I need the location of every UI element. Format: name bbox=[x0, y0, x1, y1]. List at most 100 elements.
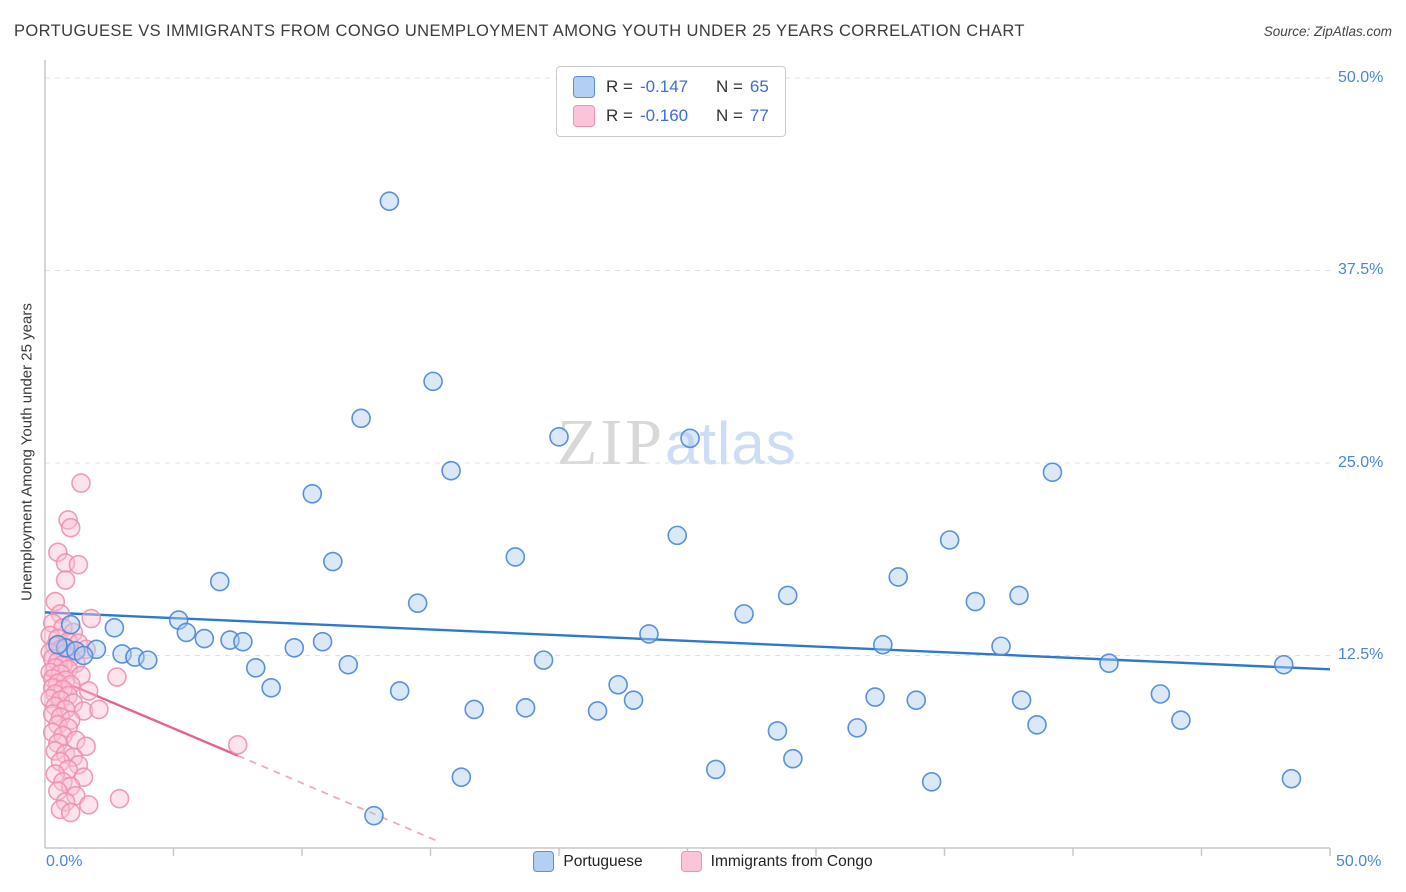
data-point-portuguese bbox=[284, 637, 305, 658]
r-label-congo: R = bbox=[606, 106, 633, 125]
congo-legend-swatch bbox=[680, 851, 702, 872]
data-point-portuguese bbox=[104, 617, 125, 638]
legend-row-portuguese: R = -0.147 N = 65 bbox=[573, 76, 769, 98]
portuguese-swatch bbox=[573, 76, 595, 98]
data-point-portuguese bbox=[389, 681, 410, 701]
portuguese-legend-swatch bbox=[533, 851, 555, 872]
data-point-portuguese bbox=[777, 585, 798, 606]
data-point-portuguese bbox=[138, 650, 158, 670]
data-point-portuguese bbox=[847, 718, 867, 738]
data-point-congo bbox=[68, 755, 89, 775]
page-title: PORTUGUESE VS IMMIGRANTS FROM CONGO UNEM… bbox=[14, 22, 1025, 40]
y-tick-12-5: 12.5% bbox=[1338, 646, 1384, 663]
data-point-congo bbox=[71, 473, 91, 493]
portuguese-legend-label: Portuguese bbox=[563, 852, 643, 870]
watermark: ZIPatlas bbox=[557, 410, 797, 476]
data-point-portuguese bbox=[680, 428, 700, 449]
data-point-congo bbox=[227, 735, 248, 755]
data-point-portuguese bbox=[865, 687, 885, 707]
r-label-portuguese: R = bbox=[606, 77, 633, 96]
data-point-portuguese bbox=[1273, 654, 1294, 675]
data-point-portuguese bbox=[302, 483, 323, 504]
data-point-portuguese bbox=[1171, 710, 1191, 730]
data-point-congo bbox=[48, 733, 68, 754]
data-point-congo bbox=[78, 681, 99, 701]
data-point-portuguese bbox=[1150, 684, 1171, 704]
data-point-portuguese bbox=[176, 622, 197, 643]
watermark-zip: ZIP bbox=[557, 406, 665, 479]
data-point-congo bbox=[58, 510, 78, 530]
source-label: Source: ZipAtlas.com bbox=[1263, 24, 1392, 39]
data-point-portuguese bbox=[351, 408, 371, 429]
n-value-congo: 77 bbox=[749, 106, 769, 125]
data-point-portuguese bbox=[921, 771, 942, 792]
data-point-congo bbox=[76, 736, 96, 757]
data-point-portuguese bbox=[549, 427, 569, 447]
correlation-legend: R = -0.147 N = 65 R = -0.160 N = 77 bbox=[556, 66, 786, 137]
n-label-portuguese: N = bbox=[715, 77, 743, 96]
r-value-portuguese: -0.147 bbox=[639, 77, 689, 96]
data-point-portuguese bbox=[608, 674, 628, 695]
data-point-portuguese bbox=[1027, 714, 1047, 735]
data-point-portuguese bbox=[1099, 653, 1119, 674]
data-point-portuguese bbox=[423, 371, 443, 392]
data-point-portuguese bbox=[451, 767, 472, 787]
n-label-congo: N = bbox=[715, 106, 743, 125]
data-point-congo bbox=[48, 781, 68, 801]
y-axis-title: Unemployment Among Youth under 25 years bbox=[18, 303, 36, 601]
data-point-portuguese bbox=[667, 525, 688, 546]
data-point-congo bbox=[81, 608, 102, 629]
legend-item-congo: Immigrants from Congo bbox=[680, 851, 873, 872]
data-point-portuguese bbox=[194, 628, 215, 649]
data-point-portuguese bbox=[888, 567, 909, 587]
data-point-congo bbox=[89, 699, 109, 720]
data-point-portuguese bbox=[323, 551, 343, 572]
data-point-portuguese bbox=[1281, 768, 1302, 789]
data-point-portuguese bbox=[515, 698, 536, 718]
data-point-portuguese bbox=[533, 650, 554, 670]
y-tick-50: 50.0% bbox=[1338, 69, 1384, 86]
data-point-portuguese bbox=[505, 547, 526, 567]
data-point-portuguese bbox=[1011, 690, 1032, 710]
data-point-portuguese bbox=[441, 460, 461, 481]
data-point-portuguese bbox=[261, 678, 281, 698]
data-point-congo bbox=[45, 591, 66, 612]
data-point-portuguese bbox=[245, 658, 266, 678]
r-value-congo: -0.160 bbox=[639, 106, 689, 125]
data-point-congo bbox=[60, 802, 81, 823]
data-point-congo bbox=[78, 795, 99, 815]
y-tick-37-5: 37.5% bbox=[1338, 261, 1384, 278]
data-point-portuguese bbox=[639, 624, 659, 644]
data-point-portuguese bbox=[379, 191, 400, 211]
data-point-portuguese bbox=[1009, 585, 1029, 606]
data-point-congo bbox=[68, 554, 89, 575]
x-axis-min-label: 0.0% bbox=[46, 853, 83, 870]
trend-line-congo bbox=[44, 672, 239, 757]
data-point-portuguese bbox=[48, 634, 68, 655]
data-point-portuguese bbox=[873, 634, 893, 655]
legend-item-portuguese: Portuguese bbox=[533, 851, 643, 872]
data-point-portuguese bbox=[364, 805, 384, 826]
data-point-portuguese bbox=[407, 593, 428, 613]
data-point-congo bbox=[109, 788, 130, 809]
data-point-portuguese bbox=[783, 748, 803, 769]
data-point-portuguese bbox=[623, 690, 644, 710]
data-point-portuguese bbox=[767, 721, 788, 741]
data-point-portuguese bbox=[338, 654, 359, 675]
data-point-portuguese bbox=[906, 690, 927, 710]
data-point-portuguese bbox=[209, 571, 230, 592]
data-point-portuguese bbox=[734, 604, 754, 624]
data-point-portuguese bbox=[464, 699, 484, 720]
bottom-legend: Portuguese Immigrants from Congo bbox=[0, 851, 1406, 872]
data-point-portuguese bbox=[312, 631, 333, 652]
data-point-portuguese bbox=[60, 614, 81, 635]
congo-legend-label: Immigrants from Congo bbox=[710, 852, 873, 870]
n-value-portuguese: 65 bbox=[749, 77, 769, 96]
congo-swatch bbox=[573, 105, 595, 127]
x-axis-max-label: 50.0% bbox=[1336, 853, 1382, 870]
data-point-portuguese bbox=[587, 701, 608, 721]
data-point-portuguese bbox=[73, 645, 94, 666]
data-point-congo bbox=[107, 667, 127, 687]
